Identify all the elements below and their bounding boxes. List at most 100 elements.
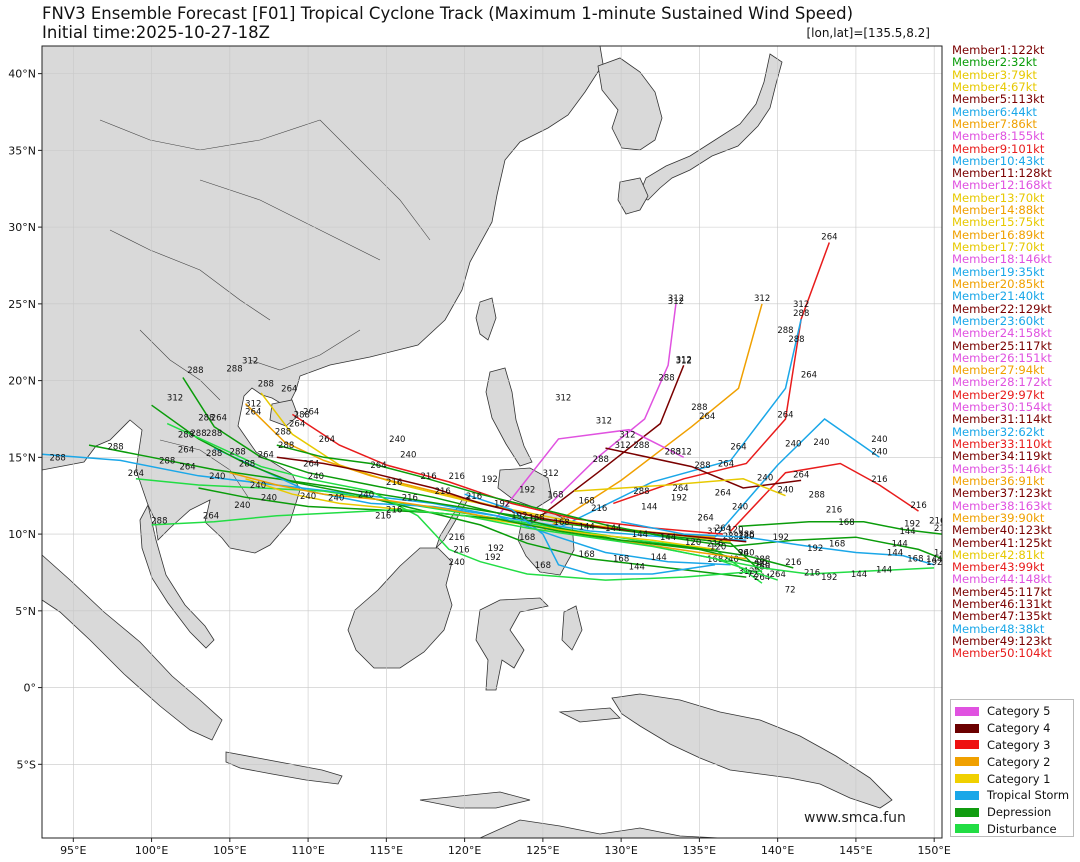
legend-swatch xyxy=(955,740,979,750)
forecast-hour-label: 120 xyxy=(685,538,701,548)
member-entry: Member46:131kt xyxy=(952,597,1052,612)
border-line xyxy=(319,119,431,241)
forecast-hour-label: 192 xyxy=(488,544,504,554)
asia-mainland xyxy=(42,46,604,554)
track-end-label: 168 xyxy=(707,555,723,565)
forecast-hour-label: 312 xyxy=(242,357,258,367)
forecast-hour-label: 288 xyxy=(178,430,194,440)
lat-tick-label: 30°N xyxy=(8,221,36,234)
track-line xyxy=(229,471,747,560)
forecast-hour-label: 288 xyxy=(275,427,291,437)
track-line xyxy=(738,521,942,535)
forecast-hour-label: 216 xyxy=(453,546,469,556)
track-line xyxy=(667,548,935,575)
plot-frame xyxy=(41,45,943,839)
forecast-hour-label: 120 xyxy=(727,526,743,536)
forecast-hour-label: 216 xyxy=(402,493,418,503)
border-line xyxy=(249,329,361,371)
luzon xyxy=(485,367,533,467)
legend-label: Category 1 xyxy=(987,771,1051,786)
sulawesi xyxy=(475,597,549,691)
track-end-label: 264 xyxy=(793,470,809,480)
member-entry: Member9:101kt xyxy=(952,141,1045,156)
member-entry: Member38:163kt xyxy=(952,498,1052,513)
forecast-hour-label: 216 xyxy=(591,504,607,514)
track-line xyxy=(574,478,786,497)
member-entry: Member35:146kt xyxy=(952,461,1052,476)
forecast-hour-label: 264 xyxy=(718,460,734,470)
track-line xyxy=(558,319,802,529)
forecast-hour-label: 216 xyxy=(386,478,402,488)
member-entry: Member13:70kt xyxy=(952,190,1045,205)
track-end-label: 144 xyxy=(934,549,950,559)
member-entry: Member31:114kt xyxy=(952,412,1052,427)
track-line xyxy=(464,493,716,575)
forecast-hour-label: 216 xyxy=(420,472,436,482)
track-line xyxy=(213,447,731,566)
lon-tick-label: 120°E xyxy=(448,844,481,857)
forecast-hour-label: 240 xyxy=(871,435,887,445)
legend-swatch xyxy=(955,774,979,784)
forecast-hour-label: 168 xyxy=(829,539,845,549)
track-line xyxy=(166,422,763,581)
forecast-hour-label: 144 xyxy=(629,562,645,572)
forecast-hour-label: 312 xyxy=(555,394,571,404)
track-end-label: 288 xyxy=(793,309,809,319)
forecast-hour-label: 216 xyxy=(466,492,482,502)
forecast-hour-label: 240 xyxy=(300,492,316,502)
track-line xyxy=(714,418,880,538)
member-entry: Member17:70kt xyxy=(952,240,1045,254)
border-line xyxy=(159,439,251,501)
forecast-hour-label: 240 xyxy=(449,558,465,568)
borneo xyxy=(347,547,453,669)
forecast-hour-label: 192 xyxy=(671,493,687,503)
legend-entry: Disturbance xyxy=(955,821,1069,838)
timor xyxy=(419,791,531,809)
legend-label: Category 2 xyxy=(987,754,1051,769)
forecast-hour-label: 216 xyxy=(375,512,391,522)
forecast-hour-label: 240 xyxy=(328,493,344,503)
forecast-hour-label: 264 xyxy=(303,407,319,417)
member-entry: Member48:38kt xyxy=(952,621,1045,636)
forecast-hour-label: 240 xyxy=(400,450,416,460)
member-entry: Member1:122kt xyxy=(952,43,1045,57)
member-entry: Member14:88kt xyxy=(952,203,1045,218)
forecast-hour-label: 192 xyxy=(494,499,510,509)
forecast-hour-label: 144 xyxy=(899,527,915,537)
forecast-hour-label: 264 xyxy=(715,489,731,499)
forecast-hour-label: 288 xyxy=(230,447,246,457)
forecast-hour-label: 96 xyxy=(738,549,749,559)
land-masses xyxy=(42,46,893,838)
forecast-hour-label: 264 xyxy=(179,463,195,473)
forecast-hour-label: 312 xyxy=(245,400,261,410)
forecast-hour-label: 288 xyxy=(633,487,649,497)
track-line xyxy=(198,487,794,569)
track-end-label: 312 xyxy=(676,355,692,365)
member-entry: Member50:104kt xyxy=(952,646,1052,661)
forecast-hour-label: 216 xyxy=(449,533,465,543)
lat-tick-label: 15°N xyxy=(8,451,36,464)
forecast-hour-label: 192 xyxy=(821,573,837,583)
forecast-hour-label: 312 xyxy=(615,441,631,451)
border-line xyxy=(109,229,271,321)
forecast-hour-label: 264 xyxy=(672,484,688,494)
track-line xyxy=(730,462,919,532)
lon-tick-label: 110°E xyxy=(291,844,324,857)
legend-entry: Depression xyxy=(955,804,1069,821)
member-entry: Member45:117kt xyxy=(952,584,1052,599)
member-entry: Member15:75kt xyxy=(952,215,1045,230)
forecast-hour-label: 144 xyxy=(579,522,595,532)
track-line xyxy=(495,428,685,520)
lat-tick-label: 25°N xyxy=(8,298,36,311)
forecast-hour-label: 240 xyxy=(813,438,829,448)
track-line xyxy=(42,453,747,541)
forecast-hour-label: 192 xyxy=(485,553,501,563)
legend-entry: Category 1 xyxy=(955,770,1069,787)
legend-label: Category 3 xyxy=(987,737,1051,752)
forecast-hour-label: 288 xyxy=(278,441,294,451)
forecast-hour-label: 168 xyxy=(613,555,629,565)
forecast-hour-label: 120 xyxy=(738,532,754,542)
hainan xyxy=(269,399,299,427)
forecast-hour-label: 144 xyxy=(641,503,657,513)
